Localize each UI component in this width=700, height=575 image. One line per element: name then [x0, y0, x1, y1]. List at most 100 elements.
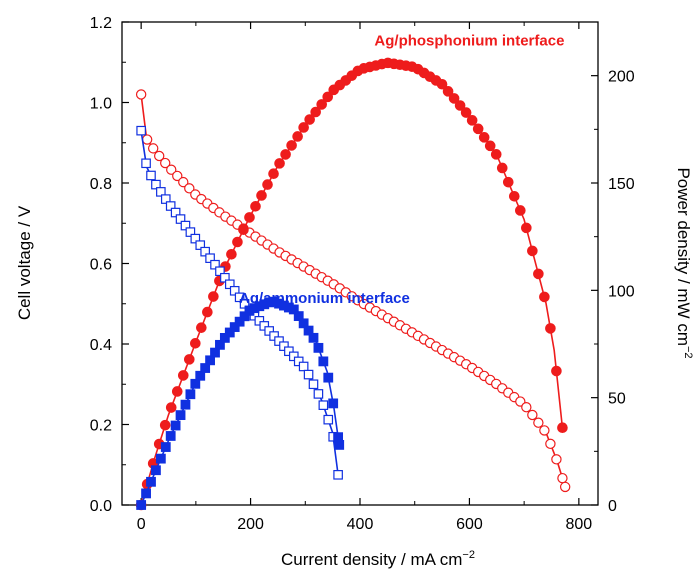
data-point	[308, 379, 319, 390]
data-point	[298, 122, 309, 133]
data-point	[156, 187, 166, 197]
y-left-tick-label: 0.0	[90, 498, 112, 515]
data-point	[274, 336, 284, 346]
data-point	[154, 150, 165, 162]
data-point	[303, 325, 314, 336]
y-axis-right-label-sup: −2	[682, 346, 694, 359]
data-point	[224, 279, 235, 290]
y-right-tick-label: 100	[608, 283, 635, 300]
data-point	[545, 323, 556, 334]
data-point	[190, 378, 201, 389]
data-point	[264, 326, 274, 336]
data-point	[239, 311, 250, 322]
data-point	[460, 107, 472, 118]
data-point	[184, 183, 195, 194]
y-axis-left-label: Cell voltage / V	[15, 205, 34, 320]
data-point	[151, 465, 161, 476]
data-point	[521, 222, 532, 234]
data-point	[155, 453, 166, 464]
data-point	[165, 431, 176, 441]
data-point	[274, 158, 285, 169]
data-point	[288, 351, 299, 362]
data-point	[515, 205, 526, 216]
data-point	[178, 176, 189, 188]
data-point	[170, 207, 181, 218]
data-point	[135, 89, 147, 100]
x-axis-label-text: Current density / mA cm	[281, 550, 462, 569]
data-point	[298, 361, 309, 372]
data-point	[322, 91, 334, 103]
x-tick-label: 0	[137, 516, 146, 533]
data-point	[238, 224, 249, 236]
data-point	[292, 131, 303, 142]
data-point	[141, 134, 153, 145]
data-point	[195, 240, 206, 250]
data-point	[208, 291, 219, 302]
data-point	[284, 346, 294, 357]
data-point	[279, 341, 289, 351]
series-line	[140, 61, 564, 506]
data-point	[172, 170, 183, 182]
data-point	[185, 227, 196, 237]
data-point	[183, 354, 195, 365]
data-point	[308, 332, 319, 343]
data-point	[262, 179, 273, 190]
data-point	[557, 472, 568, 484]
series-layer	[135, 57, 571, 511]
y-right-tick-label: 50	[608, 391, 626, 408]
data-point	[175, 410, 186, 420]
x-tick-label: 600	[456, 516, 483, 533]
y-right-tick-label: 0	[608, 498, 617, 515]
data-point	[484, 140, 496, 152]
data-point	[234, 316, 245, 327]
data-point	[539, 425, 550, 436]
y-left-tick-label: 0.8	[90, 176, 112, 193]
data-point	[229, 322, 240, 332]
y-left-tick-label: 1.0	[90, 96, 112, 113]
data-point	[226, 248, 237, 260]
data-point	[171, 386, 183, 397]
data-point	[146, 476, 156, 487]
data-point	[436, 78, 448, 90]
data-point	[136, 125, 146, 136]
data-point	[160, 194, 171, 204]
data-point	[539, 291, 550, 303]
data-point	[318, 356, 329, 367]
annotation-ammonium: Ag/ammonium interface	[239, 290, 410, 307]
plot-frame	[121, 21, 599, 506]
data-point	[254, 316, 265, 326]
data-point	[323, 372, 334, 383]
data-point	[220, 272, 230, 283]
data-point	[234, 292, 245, 303]
data-point	[304, 114, 315, 125]
data-point	[205, 253, 215, 263]
data-point	[268, 168, 279, 180]
x-axis-label: Current density / mA cm−2	[281, 549, 475, 569]
data-point	[180, 399, 191, 410]
data-point	[200, 363, 211, 373]
y-axis-right-label: Power density / mW cm−2	[674, 167, 694, 358]
y-left-tick-label: 0.4	[90, 337, 112, 354]
data-point	[466, 115, 478, 126]
data-point	[165, 201, 176, 211]
data-point	[313, 342, 324, 353]
data-point	[136, 500, 147, 510]
data-point	[454, 100, 466, 111]
data-point	[527, 409, 538, 421]
data-point	[250, 201, 261, 212]
data-point	[210, 259, 220, 270]
data-point	[244, 212, 255, 223]
plot-border	[121, 21, 599, 506]
data-point	[160, 157, 171, 169]
data-point	[310, 106, 321, 118]
data-point	[259, 321, 270, 331]
data-point	[448, 93, 460, 104]
data-point	[160, 442, 171, 452]
data-point	[219, 333, 230, 343]
data-point	[298, 318, 309, 329]
data-point	[288, 304, 299, 315]
data-point	[205, 355, 215, 366]
y-axis-right-label-text: Power density / mW cm	[674, 167, 693, 346]
data-point	[502, 176, 514, 188]
